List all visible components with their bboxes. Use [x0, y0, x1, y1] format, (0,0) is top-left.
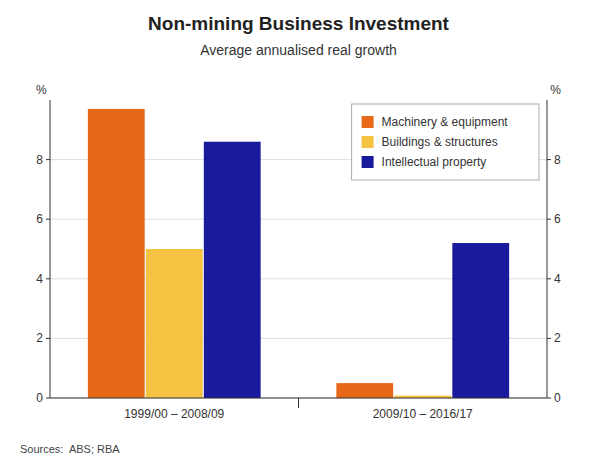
y-tick-label: 6 — [36, 212, 43, 226]
y-tick-label: 2 — [36, 331, 43, 345]
y-tick — [46, 338, 50, 339]
legend-swatch — [362, 116, 374, 128]
y-axis-label: % — [36, 83, 47, 97]
legend-swatch — [362, 156, 374, 168]
legend-label: Machinery & equipment — [382, 115, 509, 129]
legend-swatch — [362, 136, 374, 148]
y2-tick-label: 2 — [554, 331, 561, 345]
y2-tick — [547, 159, 551, 160]
y-tick-label: 0 — [36, 391, 43, 405]
y-tick — [46, 398, 50, 399]
y2-tick — [547, 338, 551, 339]
y2-tick-label: 4 — [554, 272, 561, 286]
title: Non-mining Business Investment — [148, 13, 450, 34]
y2-tick-label: 0 — [554, 391, 561, 405]
y2-axis-line — [547, 100, 548, 398]
group-separator — [298, 398, 299, 408]
background — [0, 0, 597, 465]
bar — [146, 249, 203, 398]
y2-tick — [547, 219, 551, 220]
y2-tick — [547, 278, 551, 279]
legend-label: Intellectual property — [382, 155, 487, 169]
source: Sources: ABS; RBA — [20, 443, 120, 455]
y2-axis-label: % — [550, 83, 561, 97]
y-axis-line — [50, 100, 51, 398]
y2-tick-label: 8 — [554, 153, 561, 167]
chart: Non-mining Business Investment Average an… — [0, 0, 597, 465]
x-tick-label: 1999/00 – 2008/09 — [124, 407, 224, 421]
bar — [204, 142, 261, 398]
legend-box — [352, 104, 539, 180]
y2-tick-label: 6 — [554, 212, 561, 226]
y-tick — [46, 219, 50, 220]
y2-tick — [547, 398, 551, 399]
y-tick-label: 8 — [36, 153, 43, 167]
bar — [88, 109, 145, 398]
y-tick-label: 4 — [36, 272, 43, 286]
x-tick-label: 2009/10 – 2016/17 — [373, 407, 473, 421]
bar — [336, 383, 393, 398]
legend: Machinery & equipment Buildings & structu… — [352, 104, 539, 180]
bar — [452, 243, 509, 398]
y-tick — [46, 278, 50, 279]
y-tick — [46, 159, 50, 160]
legend-label: Buildings & structures — [382, 135, 498, 149]
subtitle: Average annualised real growth — [200, 42, 397, 58]
